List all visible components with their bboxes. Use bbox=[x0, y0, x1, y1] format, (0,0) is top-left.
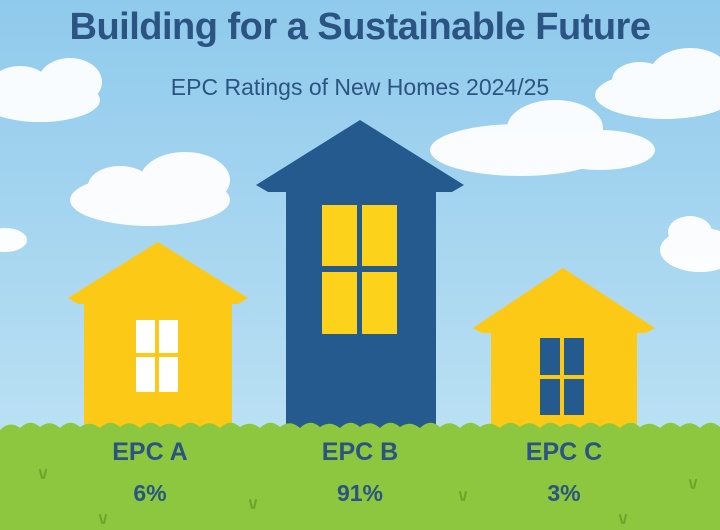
category-label-epc-a: EPC A bbox=[112, 438, 188, 466]
house-c-window bbox=[540, 338, 584, 415]
value-label-epc-b: 91% bbox=[336, 480, 384, 506]
category-label-epc-b: EPC B bbox=[321, 438, 399, 466]
house-bar-epc-a bbox=[68, 242, 248, 430]
chart-title: Building for a Sustainable Future bbox=[69, 6, 651, 48]
house-bar-epc-c bbox=[473, 268, 655, 430]
house-a-window bbox=[136, 320, 178, 392]
house-bar-epc-b bbox=[256, 120, 464, 430]
grass-ground bbox=[0, 422, 720, 530]
cloud-left bbox=[0, 228, 27, 252]
cloud-middle bbox=[70, 152, 230, 226]
cloud-top-left bbox=[0, 58, 102, 122]
cloud-center-right bbox=[430, 100, 655, 176]
category-label-epc-c: EPC C bbox=[525, 438, 603, 466]
value-label-epc-a: 6% bbox=[133, 480, 167, 506]
house-b-window bbox=[322, 205, 397, 334]
value-label-epc-c: 3% bbox=[547, 480, 581, 506]
chart-subtitle: EPC Ratings of New Homes 2024/25 bbox=[170, 74, 550, 100]
cloud-right bbox=[660, 216, 720, 272]
cloud-top-right bbox=[595, 48, 720, 119]
